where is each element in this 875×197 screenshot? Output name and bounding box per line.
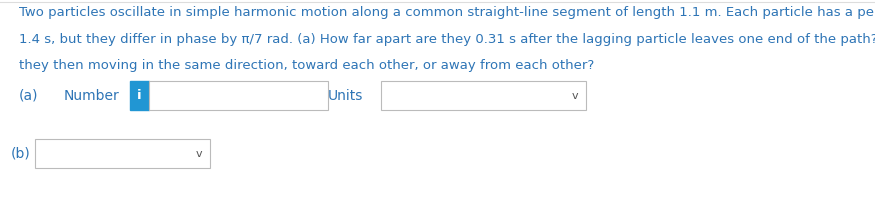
Text: v: v xyxy=(571,91,578,100)
FancyBboxPatch shape xyxy=(149,81,328,110)
Text: Two particles oscillate in simple harmonic motion along a common straight-line s: Two particles oscillate in simple harmon… xyxy=(19,6,875,19)
Text: Units: Units xyxy=(328,88,363,103)
Text: i: i xyxy=(136,89,142,102)
FancyBboxPatch shape xyxy=(130,81,149,110)
Text: v: v xyxy=(195,149,202,159)
Text: they then moving in the same direction, toward each other, or away from each oth: they then moving in the same direction, … xyxy=(19,59,594,72)
Text: 1.4 s, but they differ in phase by π/7 rad. (a) How far apart are they 0.31 s af: 1.4 s, but they differ in phase by π/7 r… xyxy=(19,33,875,46)
Text: (a): (a) xyxy=(19,88,38,103)
Text: (b): (b) xyxy=(10,147,31,161)
Text: Number: Number xyxy=(64,88,120,103)
FancyBboxPatch shape xyxy=(381,81,586,110)
FancyBboxPatch shape xyxy=(35,139,210,168)
